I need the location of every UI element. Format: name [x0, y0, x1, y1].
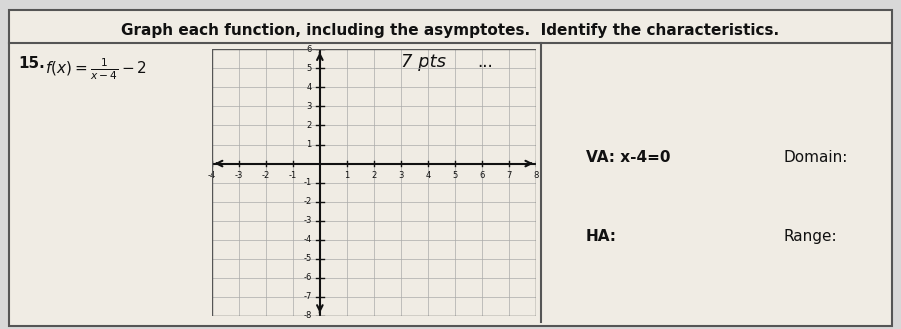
Text: 5: 5 — [452, 171, 458, 180]
Text: -7: -7 — [304, 292, 312, 301]
Text: -1: -1 — [304, 178, 312, 187]
Text: -4: -4 — [207, 171, 216, 180]
Text: 2: 2 — [306, 121, 312, 130]
Text: 15.: 15. — [18, 56, 45, 71]
Text: 6: 6 — [479, 171, 485, 180]
Text: 1: 1 — [344, 171, 350, 180]
Text: -2: -2 — [304, 197, 312, 206]
Text: Graph each function, including the asymptotes.  Identify the characteristics.: Graph each function, including the asymp… — [122, 23, 779, 38]
Text: 7 pts: 7 pts — [401, 53, 446, 71]
Text: 6: 6 — [306, 45, 312, 54]
Text: 3: 3 — [306, 102, 312, 111]
Text: VA: x-4=0: VA: x-4=0 — [586, 150, 670, 165]
Text: 1: 1 — [306, 140, 312, 149]
Text: -2: -2 — [261, 171, 270, 180]
Text: 4: 4 — [306, 83, 312, 92]
Text: -3: -3 — [304, 216, 312, 225]
Text: 7: 7 — [506, 171, 512, 180]
Text: -1: -1 — [288, 171, 297, 180]
Text: 5: 5 — [306, 64, 312, 73]
Text: ...: ... — [478, 53, 493, 71]
Text: 2: 2 — [371, 171, 377, 180]
Text: -6: -6 — [304, 273, 312, 282]
Text: HA:: HA: — [586, 229, 616, 244]
Text: Range:: Range: — [784, 229, 838, 244]
Text: -8: -8 — [304, 311, 312, 320]
Text: 3: 3 — [398, 171, 404, 180]
Text: 4: 4 — [425, 171, 431, 180]
Text: 8: 8 — [533, 171, 539, 180]
Text: -3: -3 — [234, 171, 243, 180]
Text: $f(x) = \frac{1}{x-4} - 2$: $f(x) = \frac{1}{x-4} - 2$ — [45, 56, 147, 82]
Text: -5: -5 — [304, 254, 312, 263]
Text: -4: -4 — [304, 235, 312, 244]
Text: Domain:: Domain: — [784, 150, 848, 165]
